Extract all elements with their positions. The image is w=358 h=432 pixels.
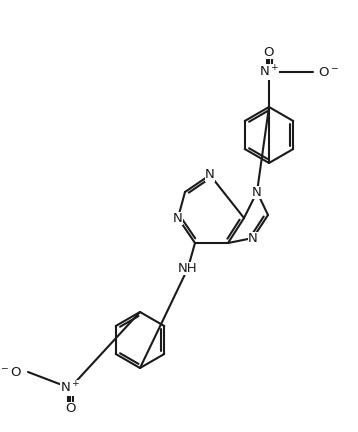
Text: N: N (248, 232, 258, 245)
Text: N: N (205, 168, 215, 181)
Text: O: O (264, 45, 274, 58)
Text: N$^+$: N$^+$ (259, 64, 279, 79)
Text: N$^+$: N$^+$ (60, 380, 80, 396)
Text: N: N (173, 212, 183, 225)
Text: O$^-$: O$^-$ (318, 66, 339, 79)
Text: N: N (252, 185, 262, 198)
Text: NH: NH (178, 261, 198, 274)
Text: $^-$O: $^-$O (0, 365, 23, 378)
Text: O: O (65, 401, 75, 414)
